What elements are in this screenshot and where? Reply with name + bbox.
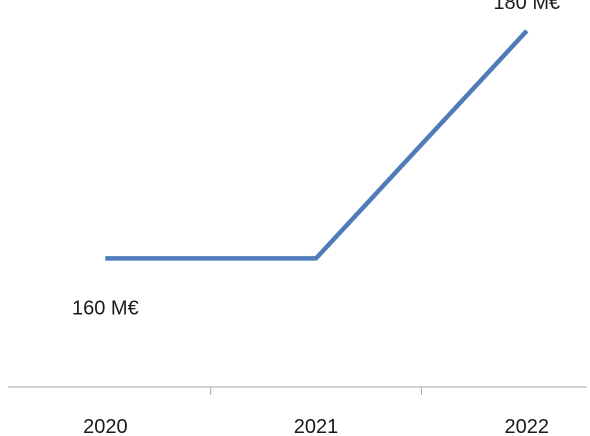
data-labels: 160 M€ 180 M€ — [72, 0, 560, 319]
series-line — [105, 29, 529, 261]
x-tick-label: 2020 — [83, 416, 128, 436]
data-label: 160 M€ — [72, 297, 139, 319]
x-axis-tick-labels: 2020 2021 2022 — [83, 416, 549, 436]
x-tick-label: 2021 — [294, 416, 339, 436]
x-axis-ticks — [210, 387, 422, 395]
data-label: 180 M€ — [493, 0, 560, 14]
x-tick-label: 2022 — [505, 416, 550, 436]
